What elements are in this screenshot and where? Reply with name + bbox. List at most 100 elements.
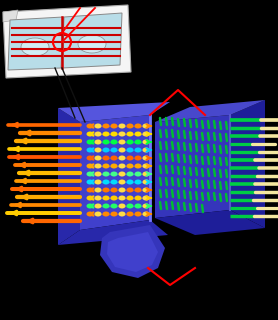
Polygon shape [155, 100, 265, 122]
Ellipse shape [135, 172, 142, 177]
Ellipse shape [143, 132, 150, 137]
Ellipse shape [135, 132, 142, 137]
Ellipse shape [86, 140, 93, 145]
Ellipse shape [110, 212, 118, 217]
Ellipse shape [103, 204, 110, 209]
Ellipse shape [86, 180, 93, 185]
Ellipse shape [135, 140, 142, 145]
Ellipse shape [95, 196, 101, 201]
Ellipse shape [126, 172, 133, 177]
Ellipse shape [135, 212, 142, 217]
Ellipse shape [110, 172, 118, 177]
Ellipse shape [135, 124, 142, 129]
Ellipse shape [126, 132, 133, 137]
Ellipse shape [103, 140, 110, 145]
Ellipse shape [103, 156, 110, 161]
Ellipse shape [135, 180, 142, 185]
Ellipse shape [103, 132, 110, 137]
Ellipse shape [95, 124, 101, 129]
Ellipse shape [135, 148, 142, 153]
Ellipse shape [143, 148, 150, 153]
Ellipse shape [86, 132, 93, 137]
Ellipse shape [135, 196, 142, 201]
Ellipse shape [126, 180, 133, 185]
Ellipse shape [118, 140, 125, 145]
Ellipse shape [95, 164, 101, 169]
Polygon shape [80, 115, 150, 230]
Polygon shape [58, 220, 168, 245]
Ellipse shape [86, 204, 93, 209]
Ellipse shape [126, 188, 133, 193]
Ellipse shape [126, 196, 133, 201]
Ellipse shape [135, 204, 142, 209]
Ellipse shape [95, 156, 101, 161]
Ellipse shape [110, 156, 118, 161]
Ellipse shape [143, 172, 150, 177]
Ellipse shape [126, 164, 133, 169]
Ellipse shape [118, 188, 125, 193]
Ellipse shape [110, 132, 118, 137]
Ellipse shape [135, 164, 142, 169]
Ellipse shape [21, 38, 49, 56]
Polygon shape [62, 13, 122, 68]
Ellipse shape [118, 180, 125, 185]
Polygon shape [107, 232, 158, 272]
Ellipse shape [126, 156, 133, 161]
Polygon shape [3, 5, 131, 78]
Ellipse shape [103, 148, 110, 153]
Ellipse shape [118, 172, 125, 177]
Ellipse shape [86, 148, 93, 153]
Polygon shape [8, 17, 63, 70]
Ellipse shape [126, 140, 133, 145]
Ellipse shape [118, 212, 125, 217]
Ellipse shape [103, 188, 110, 193]
Ellipse shape [95, 212, 101, 217]
Polygon shape [230, 100, 265, 228]
Ellipse shape [103, 180, 110, 185]
Ellipse shape [95, 188, 101, 193]
Ellipse shape [103, 164, 110, 169]
Ellipse shape [86, 188, 93, 193]
Ellipse shape [95, 204, 101, 209]
Ellipse shape [103, 124, 110, 129]
Ellipse shape [118, 164, 125, 169]
Ellipse shape [118, 132, 125, 137]
Ellipse shape [118, 204, 125, 209]
Ellipse shape [86, 212, 93, 217]
Ellipse shape [95, 140, 101, 145]
Ellipse shape [126, 204, 133, 209]
Ellipse shape [143, 156, 150, 161]
Ellipse shape [86, 164, 93, 169]
Ellipse shape [95, 148, 101, 153]
Ellipse shape [110, 140, 118, 145]
Ellipse shape [86, 196, 93, 201]
Ellipse shape [110, 148, 118, 153]
Ellipse shape [126, 124, 133, 129]
Ellipse shape [118, 156, 125, 161]
Polygon shape [155, 210, 265, 235]
Ellipse shape [143, 212, 150, 217]
Ellipse shape [118, 148, 125, 153]
Ellipse shape [110, 124, 118, 129]
Ellipse shape [95, 132, 101, 137]
Ellipse shape [110, 180, 118, 185]
Ellipse shape [110, 188, 118, 193]
Ellipse shape [86, 172, 93, 177]
Polygon shape [3, 10, 18, 22]
Ellipse shape [103, 212, 110, 217]
Ellipse shape [143, 164, 150, 169]
Ellipse shape [135, 156, 142, 161]
Ellipse shape [110, 196, 118, 201]
Ellipse shape [143, 180, 150, 185]
Ellipse shape [86, 156, 93, 161]
Ellipse shape [143, 196, 150, 201]
Ellipse shape [118, 196, 125, 201]
Ellipse shape [135, 188, 142, 193]
Ellipse shape [143, 188, 150, 193]
Ellipse shape [95, 180, 101, 185]
Ellipse shape [126, 148, 133, 153]
Ellipse shape [143, 124, 150, 129]
Polygon shape [58, 102, 170, 122]
Ellipse shape [103, 172, 110, 177]
Ellipse shape [95, 172, 101, 177]
